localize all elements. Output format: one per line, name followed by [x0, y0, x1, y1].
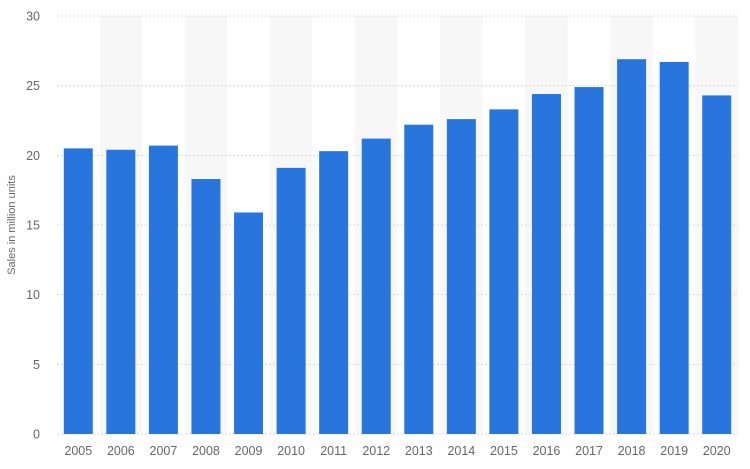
bar-2020[interactable] — [702, 95, 732, 435]
bar-2010[interactable] — [276, 167, 306, 434]
x-tick-label: 2018 — [618, 444, 646, 458]
x-tick-label: 2020 — [703, 444, 731, 458]
bar-2018[interactable] — [617, 59, 647, 435]
bar-2019[interactable] — [659, 61, 689, 434]
y-tick-label: 30 — [26, 10, 40, 24]
bar-2015[interactable] — [489, 109, 519, 434]
bar-2011[interactable] — [319, 151, 349, 435]
x-tick-label: 2007 — [150, 444, 178, 458]
bar-2005[interactable] — [63, 148, 93, 434]
bar-2012[interactable] — [361, 138, 391, 434]
bar-2014[interactable] — [446, 119, 476, 435]
x-tick-label: 2013 — [405, 444, 433, 458]
x-tick-label: 2017 — [575, 444, 603, 458]
y-tick-label: 5 — [33, 358, 40, 372]
y-tick-label: 25 — [26, 79, 40, 93]
bar-2006[interactable] — [106, 149, 136, 434]
bars — [63, 59, 732, 435]
x-tick-label: 2012 — [362, 444, 390, 458]
x-tick-label: 2014 — [447, 444, 475, 458]
x-tick-label: 2006 — [107, 444, 135, 458]
x-tick-label: 2015 — [490, 444, 518, 458]
x-tick-label: 2019 — [660, 444, 688, 458]
y-tick-label: 10 — [26, 288, 40, 302]
bar-2017[interactable] — [574, 87, 604, 434]
bar-2009[interactable] — [234, 212, 264, 434]
x-tick-label: 2010 — [277, 444, 305, 458]
bar-2016[interactable] — [531, 94, 561, 434]
x-tick-label: 2009 — [235, 444, 263, 458]
y-tick-label: 0 — [33, 428, 40, 442]
bar-2007[interactable] — [148, 145, 178, 434]
bar-2008[interactable] — [191, 179, 221, 434]
y-axis-ticks: 0 5 10 15 20 25 30 — [26, 10, 40, 442]
x-tick-label: 2016 — [533, 444, 561, 458]
bar-2013[interactable] — [404, 124, 434, 435]
x-tick-label: 2005 — [64, 444, 92, 458]
x-axis-ticks: 2005 2006 2007 2008 2009 2010 2011 2012 2013 2014… — [64, 444, 730, 458]
x-tick-label: 2008 — [192, 444, 220, 458]
y-tick-label: 15 — [26, 219, 40, 233]
y-axis-label: Sales in million units — [6, 175, 18, 275]
x-tick-label: 2011 — [320, 444, 347, 458]
y-tick-label: 20 — [26, 149, 40, 163]
